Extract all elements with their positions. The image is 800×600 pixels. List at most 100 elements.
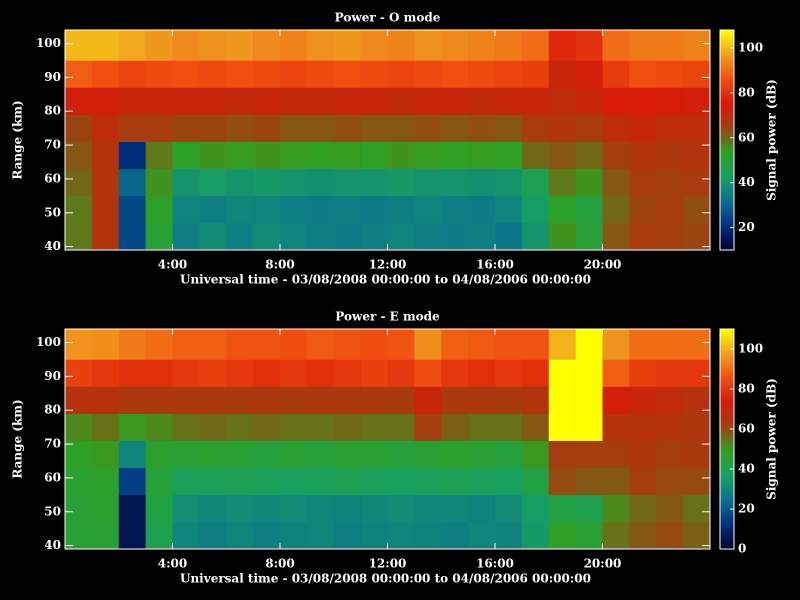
heatmap-cell [333,30,361,61]
heatmap-cell [468,30,496,61]
heatmap-cell [333,114,361,142]
heatmap-cell [172,60,200,88]
colorbar [719,328,735,550]
heatmap-cell [306,467,335,496]
heatmap-cell [91,386,120,414]
heatmap-cell [226,60,254,88]
y-tick-label: 90 [44,70,61,84]
heatmap-cell [387,114,415,142]
heatmap-cell [468,386,496,414]
heatmap-cell [575,359,603,387]
heatmap-cell [629,87,657,115]
heatmap-cell [118,521,146,550]
heatmap-cell [226,329,254,360]
colorbar-label: Signal power (dB) [765,79,779,201]
heatmap-cell [548,521,576,550]
y-tick-label: 100 [36,335,61,349]
colorbar-tick-label: 100 [738,342,763,356]
heatmap-cell [468,222,496,251]
heatmap-cell [118,467,146,496]
heatmap-cell [333,87,361,115]
heatmap-cell [656,440,684,469]
heatmap-cell [656,60,684,88]
heatmap-cell [253,386,281,414]
heatmap-cell [575,440,603,469]
heatmap-cell [548,413,576,441]
heatmap-cell [226,494,254,523]
heatmap-cell [306,30,335,61]
heatmap-cell [199,87,227,115]
heatmap-cell [656,168,684,197]
y-tick-label: 40 [44,239,61,253]
heatmap-cell [280,195,308,224]
heatmap-cell [118,195,146,224]
heatmap-cell [172,494,200,523]
heatmap-cell [306,521,335,550]
heatmap-cell [468,168,496,197]
heatmap-cell [172,141,200,170]
heatmap-cell [306,386,335,414]
heatmap-cell [91,413,120,441]
heatmap-cell [629,141,657,170]
heatmap-cell [280,359,308,387]
heatmap-cell [91,114,120,142]
heatmap-cell [548,222,576,251]
heatmap-cell [521,413,550,441]
heatmap-cell [333,141,361,170]
heatmap-cell [441,114,469,142]
heatmap-cell [629,195,657,224]
heatmap-cell [172,467,200,496]
heatmap-cell [226,168,254,197]
heatmap-cell [118,60,146,88]
heatmap-cell [65,141,93,170]
heatmap-cell [521,494,550,523]
heatmap-cell [145,222,173,251]
heatmap-cell [441,494,469,523]
heatmap-cell [360,168,388,197]
heatmap-cell [548,467,576,496]
heatmap-cell [468,114,496,142]
heatmap-cell [683,413,711,441]
y-axis-label: Range (km) [11,100,25,179]
heatmap-cell [333,413,361,441]
heatmap-cell [495,222,523,251]
heatmap-cell [683,195,711,224]
x-tick-label: 16:00 [476,258,514,272]
heatmap-cell [629,114,657,142]
heatmap-cell [656,222,684,251]
heatmap-cell [91,521,120,550]
heatmap-cell [521,114,550,142]
heatmap-cell [683,329,711,360]
heatmap-cell [468,141,496,170]
heatmap-cell [226,222,254,251]
heatmap-cell [118,386,146,414]
heatmap-cell [360,359,388,387]
y-tick-label: 60 [44,470,61,484]
heatmap-cell [360,222,388,251]
heatmap-cell [387,521,415,550]
heatmap-cell [575,87,603,115]
heatmap-cell [683,87,711,115]
y-tick-label: 90 [44,369,61,383]
heatmap-cell [226,30,254,61]
heatmap-cell [414,413,442,441]
heatmap-cell [280,60,308,88]
x-axis-label: Universal time - 03/08/2008 00:00:00 to … [180,572,591,586]
heatmap-cell [629,222,657,251]
heatmap-cell [387,222,415,251]
heatmap-cell [495,30,523,61]
heatmap-cell [468,521,496,550]
heatmap-cell [199,168,227,197]
heatmap-cell [656,386,684,414]
heatmap-cell [656,521,684,550]
x-tick-label: 12:00 [369,258,407,272]
heatmap-cell [629,494,657,523]
heatmap-cell [683,30,711,61]
heatmap-cell [602,141,630,170]
heatmap-cell [387,440,415,469]
heatmap-cell [360,494,388,523]
x-tick-label: 12:00 [369,557,407,571]
heatmap-cell [629,386,657,414]
heatmap-cell [602,168,630,197]
heatmap-cell [172,87,200,115]
